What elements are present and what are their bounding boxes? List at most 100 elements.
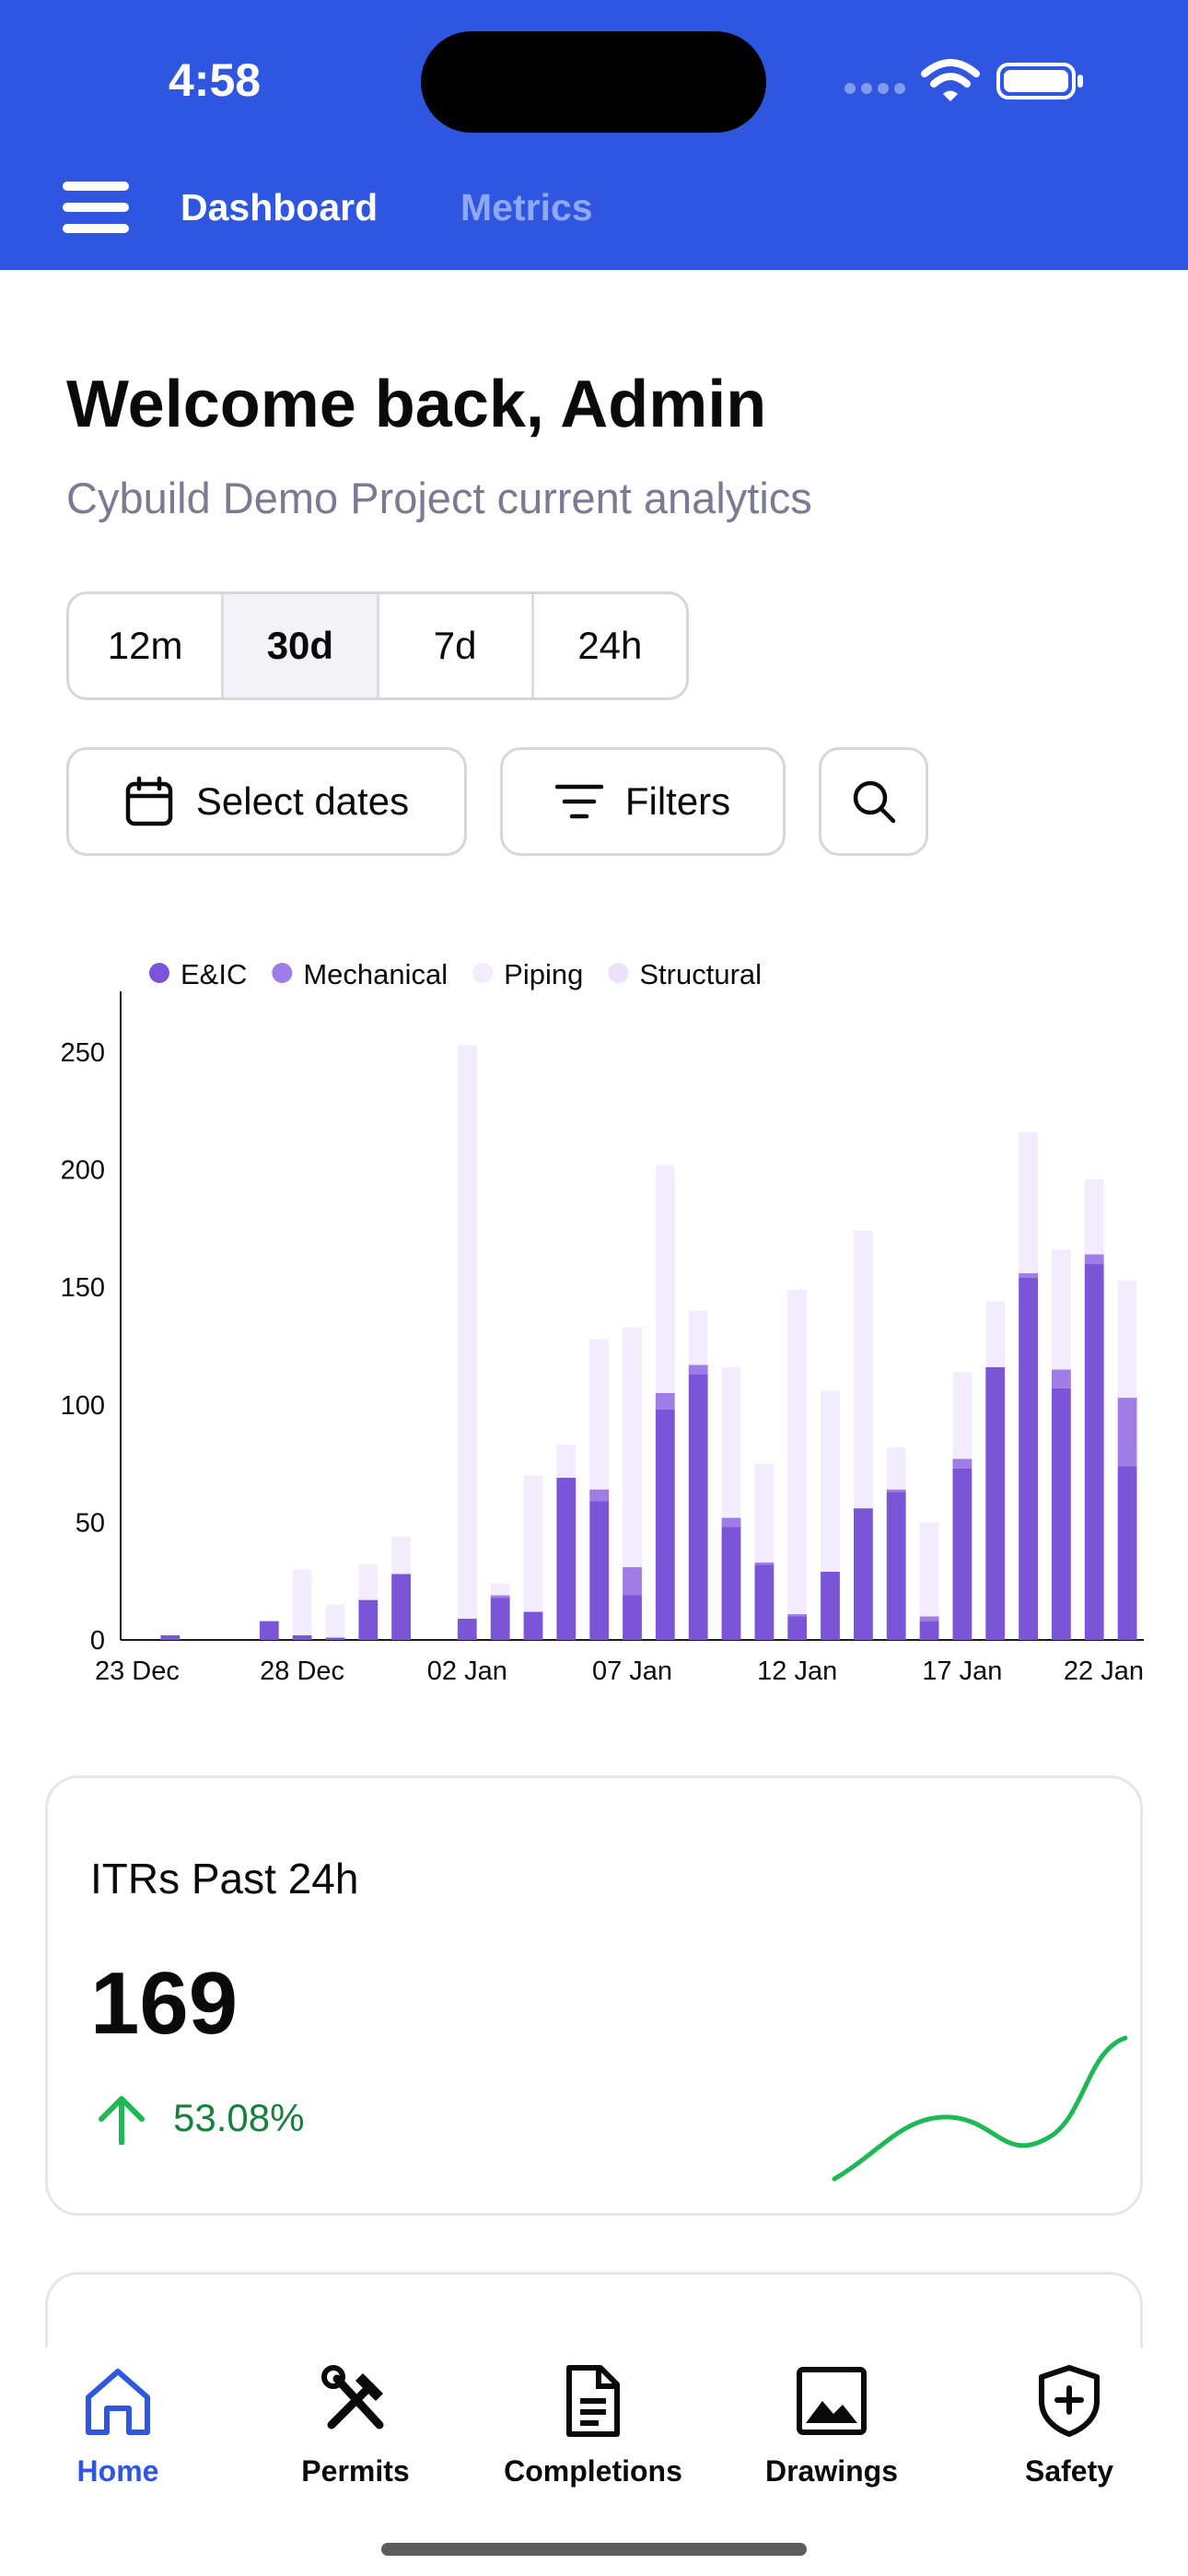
bar-20-1 [787,1613,808,1617]
bar-11-2 [490,1583,510,1596]
range-option-30d[interactable]: 30d [224,594,379,697]
battery-icon [996,63,1083,100]
bar-5-2 [292,1569,312,1635]
bar-16-0 [655,1409,675,1640]
status-time: 4:58 [169,54,262,106]
calendar-icon [125,776,173,826]
bar-18-1 [721,1517,741,1528]
legend-marker-3 [608,963,629,983]
bar-27-0 [1019,1278,1038,1640]
bar-14-1 [589,1489,610,1502]
bar-15-1 [623,1566,642,1596]
menu-button[interactable] [59,178,133,237]
nav-drawings[interactable]: Drawings [721,2364,942,2488]
filter-icon [554,784,603,819]
x-tick-label-1: 28 Dec [260,1657,344,1686]
bar-11-0 [490,1598,510,1640]
cellular-signal-icon [844,83,905,94]
bar-30-1 [1117,1398,1137,1467]
bar-14-2 [589,1339,610,1490]
bar-24-0 [919,1621,939,1640]
bottom-navigation: Home Permits Completions Drawings [0,2348,1188,2576]
bar-7-0 [358,1599,379,1640]
bar-28-0 [1052,1388,1071,1640]
nav-permits-label: Permits [301,2454,410,2488]
bar-1-0 [160,1634,181,1640]
x-tick-label-5: 17 Jan [922,1657,1002,1686]
search-button[interactable] [819,747,928,856]
x-tick-label-0: 23 Dec [95,1657,180,1686]
bar-23-1 [886,1489,906,1493]
arrow-up-icon [99,2096,145,2145]
bar-18-2 [721,1367,741,1518]
y-tick-label-1: 50 [76,1508,105,1538]
time-range-selector: 12m 30d 7d 24h [66,591,689,700]
bar-24-2 [919,1522,939,1617]
range-option-12m[interactable]: 12m [69,594,225,697]
app-header: 4:58 Dashboard Metrics [0,0,1188,270]
select-dates-button[interactable]: Select dates [66,747,467,856]
bar-10-0 [457,1619,477,1640]
itr-stacked-bar-chart: E&IC Mechanical Piping Structural 0 50 100 150 2… [61,958,1144,1686]
bar-30-0 [1117,1466,1137,1640]
bar-29-2 [1084,1178,1104,1255]
x-tick-label-3: 07 Jan [592,1657,672,1686]
bar-23-2 [886,1446,906,1490]
bar-27-1 [1019,1272,1038,1278]
change-percent: 53.08% [173,2096,305,2139]
bar-11-1 [490,1595,510,1598]
nav-permits[interactable]: Permits [245,2364,466,2488]
x-tick-label-2: 02 Jan [427,1657,507,1686]
bar-18-0 [721,1527,741,1640]
filters-button[interactable]: Filters [500,747,786,856]
legend-marker-0 [149,963,169,983]
bar-17-0 [688,1374,708,1640]
bar-25-0 [952,1468,973,1640]
legend-marker-1 [272,963,293,983]
bar-19-1 [754,1562,775,1565]
legend-label-0: E&IC [181,958,247,990]
itr-summary-card[interactable]: ITRs Past 24h 169 53.08% [45,1775,1143,2216]
bar-13-0 [556,1477,577,1640]
legend-label-3: Structural [639,958,762,990]
bar-14-0 [589,1501,610,1640]
y-tick-label-4: 200 [61,1156,105,1186]
x-tick-label-4: 12 Jan [757,1657,837,1686]
bar-29-0 [1084,1263,1104,1640]
bar-8-2 [391,1536,411,1575]
bar-21-0 [821,1572,840,1640]
y-tick-label-2: 100 [61,1391,105,1421]
nav-safety[interactable]: Safety [959,2364,1180,2488]
bar-4-0 [259,1621,279,1640]
tab-dashboard[interactable]: Dashboard [181,186,379,228]
bar-16-1 [655,1393,675,1410]
bar-15-0 [623,1595,642,1640]
bar-12-0 [523,1611,543,1640]
bar-27-2 [1019,1131,1038,1273]
bar-8-0 [391,1574,411,1640]
filters-label: Filters [624,779,731,823]
dynamic-island [421,31,766,133]
shield-plus-icon [1039,2365,1100,2437]
nav-completions[interactable]: Completions [483,2364,704,2488]
bar-5-0 [292,1634,312,1640]
nav-home[interactable]: Home [7,2364,228,2488]
select-dates-label: Select dates [195,779,410,823]
legend-label-1: Mechanical [303,958,448,990]
bar-17-1 [688,1364,708,1375]
card-title: ITRs Past 24h [90,1855,359,1903]
bar-22-0 [854,1508,873,1640]
sparkline [832,2035,1128,2182]
range-option-7d[interactable]: 7d [379,594,534,697]
image-icon [797,2367,867,2435]
range-option-24h[interactable]: 24h [577,624,643,667]
bar-12-2 [523,1475,543,1612]
bar-6-2 [325,1604,345,1638]
bar-21-2 [821,1390,840,1572]
bar-15-2 [623,1327,642,1567]
bar-24-1 [919,1616,939,1622]
bar-20-0 [787,1616,808,1640]
tools-icon [321,2365,384,2430]
tab-metrics[interactable]: Metrics [460,186,593,228]
nav-home-label: Home [76,2454,159,2488]
